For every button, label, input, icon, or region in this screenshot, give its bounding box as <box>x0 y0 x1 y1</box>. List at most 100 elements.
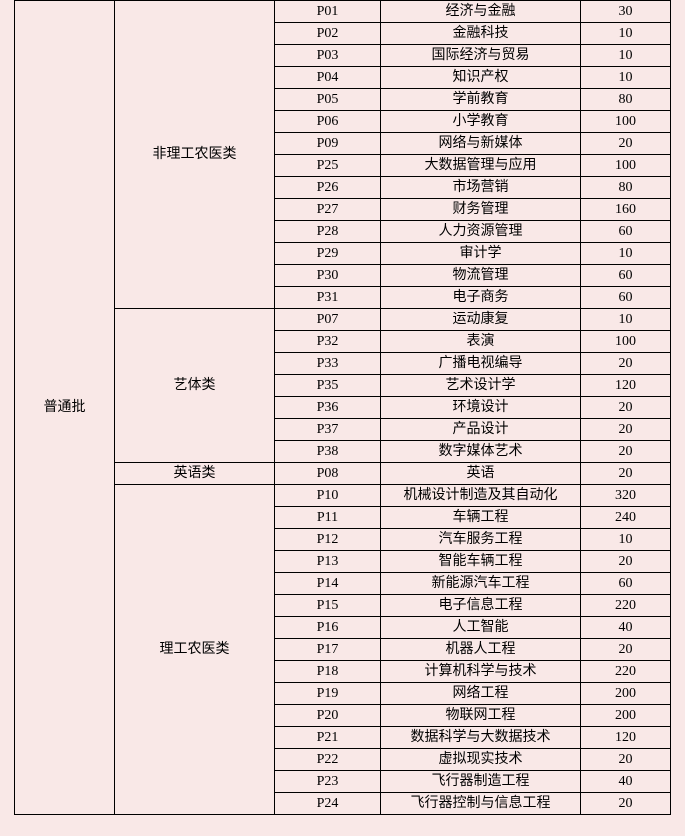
major-name-cell: 人力资源管理 <box>381 221 581 243</box>
table-row: 普通批非理工农医类P01经济与金融30 <box>15 1 671 23</box>
quota-cell: 20 <box>581 441 671 463</box>
code-cell: P31 <box>275 287 381 309</box>
code-cell: P33 <box>275 353 381 375</box>
code-cell: P07 <box>275 309 381 331</box>
major-name-cell: 网络工程 <box>381 683 581 705</box>
quota-cell: 10 <box>581 309 671 331</box>
major-name-cell: 产品设计 <box>381 419 581 441</box>
major-name-cell: 物流管理 <box>381 265 581 287</box>
major-name-cell: 英语 <box>381 463 581 485</box>
code-cell: P22 <box>275 749 381 771</box>
code-cell: P10 <box>275 485 381 507</box>
code-cell: P30 <box>275 265 381 287</box>
quota-cell: 20 <box>581 419 671 441</box>
quota-cell: 20 <box>581 133 671 155</box>
category-cell: 非理工农医类 <box>115 1 275 309</box>
major-name-cell: 小学教育 <box>381 111 581 133</box>
major-name-cell: 审计学 <box>381 243 581 265</box>
quota-cell: 120 <box>581 727 671 749</box>
code-cell: P11 <box>275 507 381 529</box>
code-cell: P25 <box>275 155 381 177</box>
category-cell: 理工农医类 <box>115 485 275 815</box>
major-name-cell: 机械设计制造及其自动化 <box>381 485 581 507</box>
quota-cell: 160 <box>581 199 671 221</box>
code-cell: P06 <box>275 111 381 133</box>
major-name-cell: 车辆工程 <box>381 507 581 529</box>
quota-cell: 10 <box>581 243 671 265</box>
code-cell: P27 <box>275 199 381 221</box>
code-cell: P03 <box>275 45 381 67</box>
quota-cell: 80 <box>581 177 671 199</box>
major-name-cell: 虚拟现实技术 <box>381 749 581 771</box>
major-name-cell: 金融科技 <box>381 23 581 45</box>
major-name-cell: 环境设计 <box>381 397 581 419</box>
code-cell: P20 <box>275 705 381 727</box>
quota-cell: 40 <box>581 617 671 639</box>
major-name-cell: 广播电视编导 <box>381 353 581 375</box>
code-cell: P19 <box>275 683 381 705</box>
quota-cell: 20 <box>581 397 671 419</box>
code-cell: P28 <box>275 221 381 243</box>
quota-cell: 20 <box>581 353 671 375</box>
code-cell: P09 <box>275 133 381 155</box>
quota-cell: 10 <box>581 67 671 89</box>
batch-cell: 普通批 <box>15 1 115 815</box>
code-cell: P15 <box>275 595 381 617</box>
quota-cell: 20 <box>581 463 671 485</box>
code-cell: P21 <box>275 727 381 749</box>
code-cell: P38 <box>275 441 381 463</box>
quota-cell: 60 <box>581 573 671 595</box>
major-name-cell: 大数据管理与应用 <box>381 155 581 177</box>
code-cell: P32 <box>275 331 381 353</box>
major-name-cell: 数据科学与大数据技术 <box>381 727 581 749</box>
quota-cell: 220 <box>581 595 671 617</box>
code-cell: P05 <box>275 89 381 111</box>
major-name-cell: 机器人工程 <box>381 639 581 661</box>
major-name-cell: 电子信息工程 <box>381 595 581 617</box>
quota-cell: 100 <box>581 155 671 177</box>
code-cell: P35 <box>275 375 381 397</box>
category-cell: 艺体类 <box>115 309 275 463</box>
code-cell: P02 <box>275 23 381 45</box>
major-name-cell: 汽车服务工程 <box>381 529 581 551</box>
quota-cell: 100 <box>581 111 671 133</box>
major-name-cell: 经济与金融 <box>381 1 581 23</box>
quota-cell: 60 <box>581 287 671 309</box>
major-name-cell: 人工智能 <box>381 617 581 639</box>
major-name-cell: 电子商务 <box>381 287 581 309</box>
code-cell: P18 <box>275 661 381 683</box>
quota-cell: 20 <box>581 793 671 815</box>
category-cell: 英语类 <box>115 463 275 485</box>
code-cell: P26 <box>275 177 381 199</box>
code-cell: P13 <box>275 551 381 573</box>
quota-cell: 200 <box>581 705 671 727</box>
quota-cell: 10 <box>581 529 671 551</box>
major-name-cell: 财务管理 <box>381 199 581 221</box>
quota-cell: 100 <box>581 331 671 353</box>
quota-cell: 220 <box>581 661 671 683</box>
major-name-cell: 智能车辆工程 <box>381 551 581 573</box>
major-name-cell: 新能源汽车工程 <box>381 573 581 595</box>
quota-cell: 20 <box>581 639 671 661</box>
quota-cell: 10 <box>581 45 671 67</box>
quota-cell: 10 <box>581 23 671 45</box>
quota-cell: 200 <box>581 683 671 705</box>
major-name-cell: 飞行器控制与信息工程 <box>381 793 581 815</box>
major-name-cell: 学前教育 <box>381 89 581 111</box>
code-cell: P01 <box>275 1 381 23</box>
admission-table: 普通批非理工农医类P01经济与金融30P02金融科技10P03国际经济与贸易10… <box>14 0 671 815</box>
quota-cell: 60 <box>581 265 671 287</box>
code-cell: P08 <box>275 463 381 485</box>
major-name-cell: 飞行器制造工程 <box>381 771 581 793</box>
quota-cell: 20 <box>581 749 671 771</box>
quota-cell: 20 <box>581 551 671 573</box>
code-cell: P17 <box>275 639 381 661</box>
major-name-cell: 艺术设计学 <box>381 375 581 397</box>
code-cell: P29 <box>275 243 381 265</box>
code-cell: P37 <box>275 419 381 441</box>
code-cell: P36 <box>275 397 381 419</box>
major-name-cell: 知识产权 <box>381 67 581 89</box>
quota-cell: 320 <box>581 485 671 507</box>
code-cell: P23 <box>275 771 381 793</box>
major-name-cell: 运动康复 <box>381 309 581 331</box>
